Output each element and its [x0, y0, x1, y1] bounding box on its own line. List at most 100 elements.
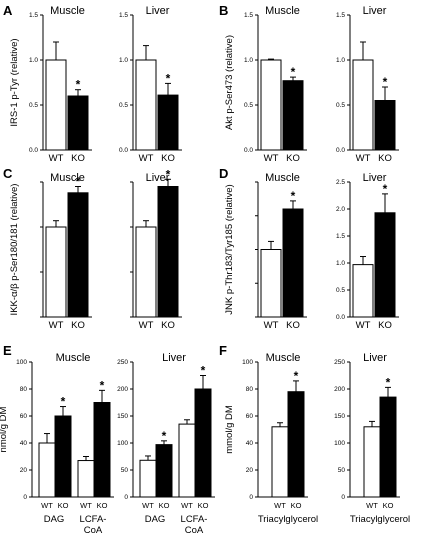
bar: [287, 391, 305, 498]
charts-layer: 0.0 0.5 1.0 1.5 Muscle IRS-1 p-Tyr (relative)…: [0, 5, 410, 534]
y-tick-label: 50: [338, 467, 346, 474]
bar: [45, 59, 67, 151]
x-category-label: WT: [142, 501, 154, 510]
y-tick-label: 1.5: [119, 12, 128, 19]
y-tick-label: 1.0: [244, 57, 253, 64]
y-tick-label: 60: [246, 413, 254, 420]
y-tick-label: 250: [334, 359, 345, 366]
bar: [352, 264, 374, 318]
bar: [157, 94, 179, 151]
bar: [260, 249, 282, 318]
y-tick-label: 1.0: [119, 57, 128, 64]
x-category-label: KO: [159, 501, 170, 510]
x-category-label: KO: [378, 153, 392, 164]
x-category-label: WT: [49, 320, 64, 331]
y-axis-label: mmol/g DM: [224, 405, 235, 454]
y-axis-label: Akt p-Ser473 (relative): [224, 35, 235, 130]
chart-e-liver: 0 50 100 150 200 250 Liver WT * KO WT * KO DAG LCFA-Co…: [117, 352, 215, 534]
x-category-label: KO: [291, 501, 302, 510]
chart-title: Muscle: [56, 352, 91, 364]
significance-star: *: [383, 182, 388, 196]
y-tick-label: 0: [341, 494, 345, 501]
x-category-label: WT: [356, 153, 371, 164]
chart-title: Liver: [146, 5, 170, 17]
significance-star: *: [76, 175, 81, 189]
bar: [260, 59, 282, 151]
chart-title: Muscle: [265, 5, 300, 17]
x-category-label: WT: [274, 501, 286, 510]
bar: [67, 192, 89, 318]
bar: [271, 426, 289, 498]
chart-title: Liver: [363, 5, 387, 17]
bar: [155, 444, 173, 498]
chart-a-muscle: 0.0 0.5 1.0 1.5 Muscle IRS-1 p-Tyr (relative)…: [9, 5, 92, 164]
y-tick-label: 1.5: [29, 12, 38, 19]
bar: [352, 59, 374, 151]
bar: [194, 388, 212, 498]
chart-title: Liver: [162, 352, 186, 364]
y-axis-label: nmol/g DM: [0, 406, 9, 452]
y-axis-label: IKK-α/β p-Ser180/181 (relative): [9, 184, 20, 316]
x-category-label: KO: [71, 320, 85, 331]
chart-b-muscle: 0.0 0.5 1.0 1.5 Muscle Akt p-Ser473 (relative…: [224, 5, 307, 164]
chart-title: Liver: [363, 172, 387, 184]
y-tick-label: 0.0: [336, 314, 345, 321]
x-category-label: KO: [198, 501, 209, 510]
y-tick-label: 250: [117, 359, 128, 366]
bar: [93, 402, 111, 498]
x-category-label: WT: [139, 153, 154, 164]
bar: [54, 415, 72, 498]
significance-star: *: [201, 364, 206, 378]
y-tick-label: 1.0: [336, 260, 345, 267]
y-tick-label: 100: [242, 359, 253, 366]
chart-title: Muscle: [50, 5, 85, 17]
y-tick-label: 1.5: [336, 12, 345, 19]
chart-title: Liver: [363, 352, 387, 364]
bar: [363, 426, 381, 498]
y-tick-label: 100: [16, 359, 27, 366]
significance-star: *: [100, 378, 105, 392]
bar: [374, 100, 396, 151]
y-tick-label: 1.0: [336, 57, 345, 64]
y-tick-label: 60: [20, 413, 28, 420]
bar: [135, 226, 157, 318]
y-tick-label: 0: [23, 494, 27, 501]
chart-b-liver: 0.0 0.5 1.0 1.5 Liver WT * KO: [336, 5, 399, 164]
y-tick-label: 150: [334, 413, 345, 420]
x-category-label: KO: [71, 153, 85, 164]
group-label: CoA: [84, 525, 103, 534]
chart-c-muscle: Muscle IKK-α/β p-Ser180/181 (relative) WT *…: [9, 172, 92, 331]
chart-f-muscle: 0 20 40 60 80 100 Muscle mmol/g DM WT * KO Triacylg…: [224, 352, 318, 525]
y-tick-label: 2.0: [336, 206, 345, 213]
significance-star: *: [76, 78, 81, 92]
y-tick-label: 0.5: [336, 287, 345, 294]
y-tick-label: 50: [121, 467, 129, 474]
bar: [38, 442, 56, 498]
y-axis-label: IRS-1 p-Tyr (relative): [9, 38, 20, 126]
y-tick-label: 0.5: [29, 102, 38, 109]
bar: [379, 396, 397, 498]
group-label: DAG: [44, 514, 65, 525]
panel-label-f: F: [219, 343, 227, 358]
y-tick-label: 2.5: [336, 179, 345, 186]
group-label: LCFA-: [80, 514, 107, 525]
x-category-label: KO: [286, 153, 300, 164]
y-axis-label: JNK p-Thr183/Tyr185 (relative): [224, 184, 235, 314]
y-tick-label: 0: [124, 494, 128, 501]
bar: [135, 59, 157, 151]
y-tick-label: 80: [20, 386, 28, 393]
y-tick-label: 1.5: [244, 12, 253, 19]
panel-label-a: A: [3, 3, 13, 18]
bar: [139, 459, 157, 498]
significance-star: *: [166, 167, 171, 181]
y-tick-label: 200: [117, 386, 128, 393]
x-category-label: WT: [49, 153, 64, 164]
chart-e-muscle: 0 20 40 60 80 100 Muscle nmol/g DM WT * KO WT * KO DAG…: [0, 352, 114, 534]
x-category-label: WT: [356, 320, 371, 331]
chart-a-liver: 0.0 0.5 1.0 1.5 Liver WT * KO: [119, 5, 182, 164]
significance-star: *: [386, 375, 391, 389]
y-tick-label: 20: [20, 467, 28, 474]
chart-title: Liver: [146, 172, 170, 184]
y-tick-label: 80: [246, 386, 254, 393]
chart-d-muscle: Muscle JNK p-Thr183/Tyr185 (relative) WT * K…: [224, 172, 307, 331]
